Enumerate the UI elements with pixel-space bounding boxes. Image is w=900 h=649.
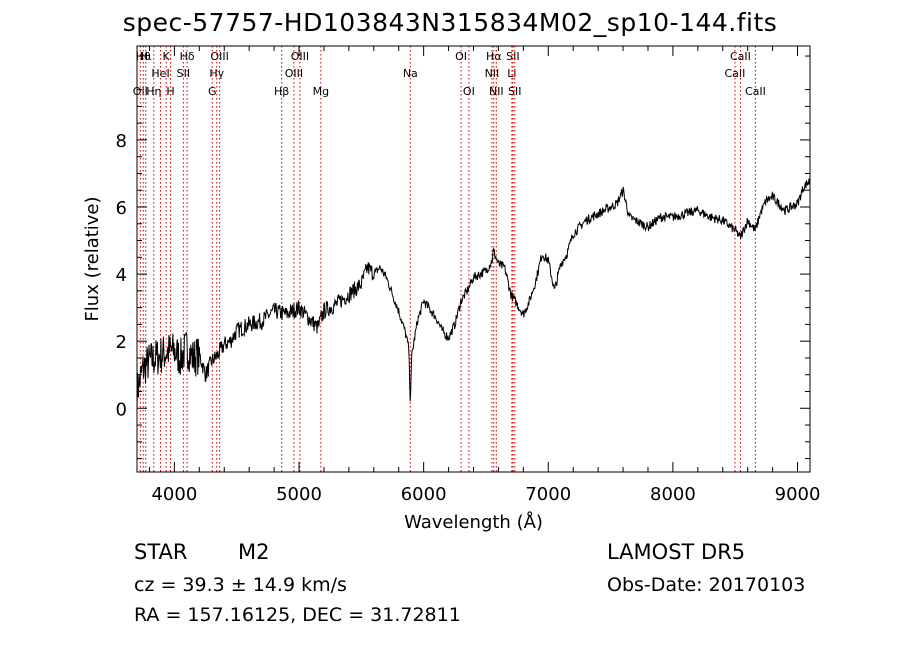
spectral-line-label-15: Mg	[313, 85, 329, 98]
axis-ticks: 4000 5000 6000 7000 8000 9000 0 2 4 6 8	[116, 46, 821, 505]
spectral-line-label-25: CaII	[725, 67, 746, 80]
spectral-line-label-5: K	[163, 50, 171, 63]
spectral-line-label-23: SII	[506, 50, 519, 63]
spectral-line-label-12: Hβ	[274, 85, 289, 98]
x-tick-label-1: 5000	[276, 484, 322, 505]
survey-name: LAMOST DR5	[607, 540, 746, 564]
spectral-line-label-13: OIII	[285, 67, 303, 80]
spectral-line-label-24: SII	[508, 85, 521, 98]
x-tick-label-3: 7000	[525, 484, 571, 505]
x-tick-label-4: 8000	[650, 484, 696, 505]
spectral-line-label-27: CaII	[745, 85, 766, 98]
y-tick-label-3: 6	[116, 198, 127, 219]
plot-frame	[136, 45, 811, 473]
object-class: STAR	[134, 540, 188, 564]
spectral-line-label-21: NII	[489, 85, 504, 98]
spectral-line-label-4: HeI	[151, 67, 169, 80]
y-axis-label: Flux (relative)	[82, 196, 103, 321]
x-axis-label: Wavelength (Å)	[404, 511, 543, 533]
spectrum-line	[136, 178, 811, 412]
y-tick-label-2: 4	[116, 265, 127, 286]
spectral-line-label-18: OI	[463, 85, 475, 98]
object-subclass: M2	[238, 540, 270, 564]
y-tick-label-1: 2	[116, 332, 127, 353]
spectral-line-label-1: Hθ	[136, 50, 151, 63]
y-tick-label-0: 0	[116, 399, 127, 420]
redshift-value: cz = 39.3 ± 14.9 km/s	[134, 574, 347, 596]
spectral-line-label-19: NII	[485, 67, 500, 80]
spectral-line-label-7: SII	[177, 67, 190, 80]
chart-title: spec-57757-HD103843N315834M02_sp10-144.f…	[122, 8, 778, 37]
x-tick-label-0: 4000	[151, 484, 197, 505]
spectral-line-label-17: OI	[455, 50, 467, 63]
spectral-line-label-14: OIII	[291, 50, 309, 63]
x-tick-label-5: 9000	[775, 484, 821, 505]
spectral-line-markers: OIIHθHιHηHeIKHSIIHδGHγOIIIHβOIIIOIIIMgNa…	[133, 46, 766, 472]
spectral-line-label-2: Hι	[140, 50, 152, 63]
y-tick-label-4: 8	[116, 131, 127, 152]
spectral-line-label-10: Hγ	[209, 67, 224, 80]
spectral-line-label-22: Li	[507, 67, 516, 80]
spectral-line-label-16: Na	[403, 67, 418, 80]
x-tick-label-2: 6000	[401, 484, 447, 505]
spectral-line-label-9: G	[208, 85, 217, 98]
observation-date: Obs-Date: 20170103	[607, 574, 806, 596]
spectral-line-label-11: OIII	[210, 50, 228, 63]
spectral-line-label-26: CaII	[730, 50, 751, 63]
coordinates: RA = 157.16125, DEC = 31.72811	[134, 604, 461, 626]
spectral-line-label-8: Hδ	[180, 50, 195, 63]
spectral-line-label-3: Hη	[146, 85, 161, 98]
spectral-line-label-20: Hα	[486, 50, 502, 63]
spectral-line-label-6: H	[166, 85, 174, 98]
